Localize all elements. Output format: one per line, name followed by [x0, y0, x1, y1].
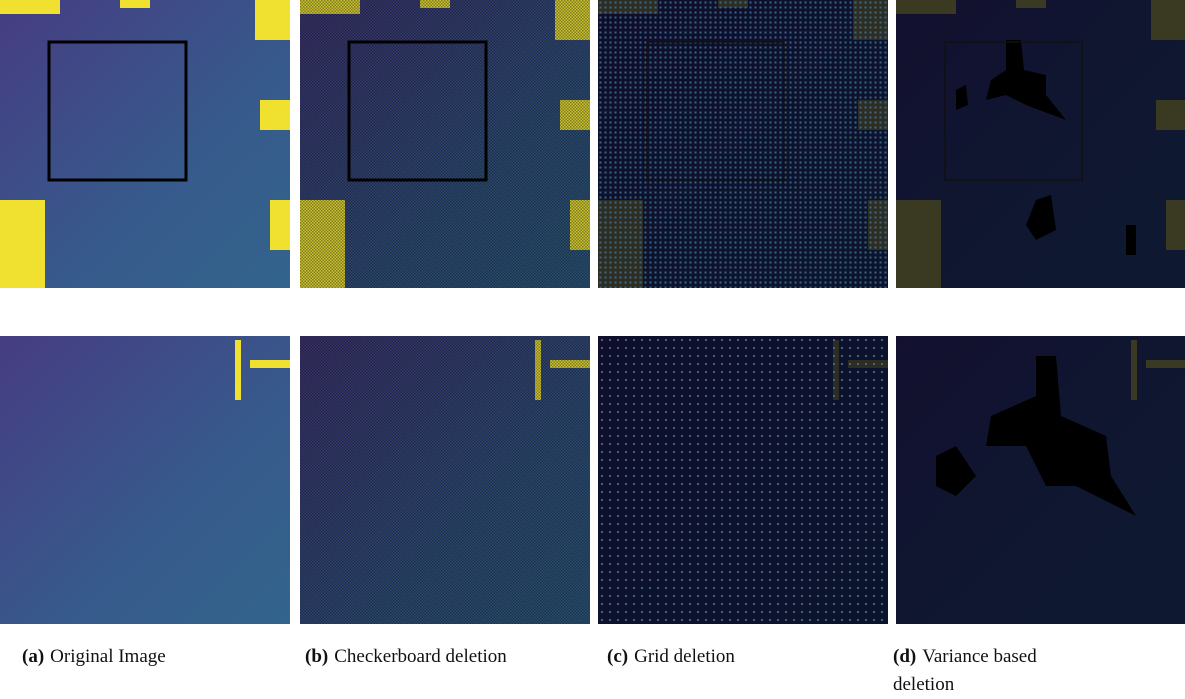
bright-region — [120, 0, 150, 8]
caption: (d)Variance based deletion — [893, 643, 1043, 699]
deletion-mask — [598, 336, 888, 624]
bright-region — [250, 360, 290, 368]
image-panel — [896, 336, 1185, 624]
caption-text: Original Image — [50, 646, 166, 667]
caption-label: (c) — [607, 646, 628, 667]
image-panel — [0, 336, 290, 624]
bright-region — [270, 200, 290, 250]
bright-region — [0, 200, 45, 288]
deleted-region — [1126, 225, 1136, 255]
figure: (a) Original Image (b) Checkerboard deleti… — [0, 0, 1185, 698]
caption: (c) Grid deletion — [607, 643, 867, 671]
image-panel — [896, 0, 1185, 288]
image-panel — [300, 336, 590, 624]
deletion-mask — [300, 336, 590, 624]
overlay — [896, 0, 1185, 288]
caption-label: (a) — [22, 646, 44, 667]
caption-text: Checkerboard deletion — [334, 646, 507, 667]
caption-label: (b) — [305, 646, 328, 667]
image-panel — [598, 336, 888, 624]
image-panel — [598, 0, 888, 288]
caption: (b) Checkerboard deletion — [305, 643, 595, 671]
bright-region — [255, 0, 290, 40]
bright-region — [235, 340, 241, 400]
caption-text: Grid deletion — [634, 646, 735, 667]
image-panel — [0, 0, 290, 288]
caption: (a) Original Image — [22, 643, 282, 671]
bright-region — [0, 0, 60, 14]
image-panel — [300, 0, 590, 288]
deletion-mask — [598, 0, 888, 288]
bright-region — [260, 100, 290, 130]
image — [0, 336, 290, 624]
caption-label: (d) — [893, 646, 916, 667]
